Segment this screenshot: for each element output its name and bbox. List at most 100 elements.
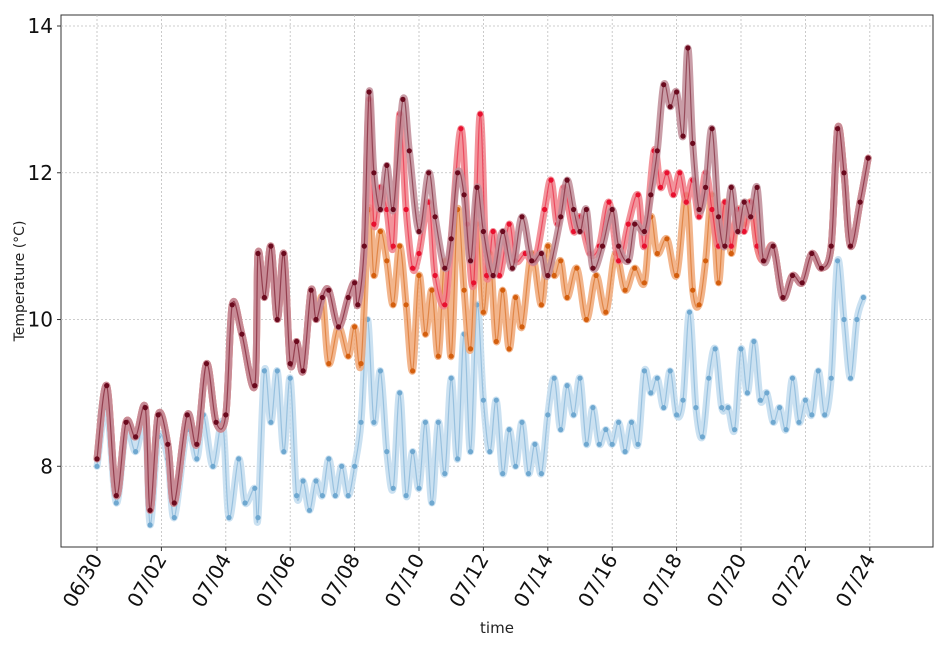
data-point: [632, 221, 638, 227]
data-point: [319, 294, 325, 301]
data-point: [596, 441, 602, 447]
data-point: [509, 265, 515, 271]
data-point: [686, 309, 693, 315]
data-point: [252, 383, 258, 389]
data-point: [545, 272, 551, 279]
data-point: [741, 199, 747, 205]
data-point: [123, 419, 129, 425]
y-tick-labels: 8 10 12 14: [28, 14, 61, 478]
data-point: [94, 456, 100, 462]
data-point: [506, 427, 512, 433]
data-point: [326, 361, 332, 367]
data-point: [728, 243, 734, 249]
data-point: [332, 493, 338, 499]
data-point: [635, 441, 641, 447]
data-point: [551, 375, 557, 381]
data-point: [709, 126, 715, 132]
x-tick-label: 07/06: [251, 550, 301, 612]
data-point: [593, 272, 599, 279]
data-point: [406, 148, 412, 154]
data-point: [722, 243, 728, 249]
data-point: [822, 412, 828, 418]
x-tick-label: 07/04: [187, 550, 237, 612]
data-point: [474, 184, 480, 190]
series-line: [96, 47, 869, 511]
data-point: [690, 287, 696, 293]
data-point: [429, 500, 435, 506]
data-point: [416, 272, 422, 279]
data-point: [770, 419, 776, 425]
data-point: [854, 316, 860, 323]
data-point: [622, 449, 628, 455]
data-point: [635, 192, 641, 198]
data-point: [113, 500, 119, 506]
data-point: [809, 412, 815, 418]
data-point: [715, 214, 722, 220]
data-point: [577, 375, 583, 381]
data-point: [455, 456, 461, 462]
data-point: [442, 471, 448, 477]
data-point: [384, 449, 390, 455]
data-point: [648, 192, 654, 198]
data-point: [616, 243, 622, 249]
y-tick-label: 14: [28, 14, 53, 38]
data-point: [583, 206, 590, 213]
data-point: [294, 493, 300, 499]
data-point: [480, 228, 486, 235]
data-point: [490, 272, 496, 279]
data-point: [268, 419, 274, 425]
data-point: [703, 184, 709, 190]
data-point: [252, 485, 258, 491]
data-point: [226, 515, 232, 521]
data-point: [210, 463, 216, 469]
data-point: [545, 412, 551, 418]
data-point: [680, 397, 686, 403]
data-point: [480, 397, 486, 403]
data-point: [326, 456, 332, 462]
data-point: [397, 390, 403, 396]
data-point: [171, 515, 177, 521]
data-point: [564, 383, 570, 389]
data-point: [764, 390, 770, 396]
x-tick-label: 07/12: [444, 550, 494, 612]
data-point: [841, 316, 847, 323]
data-point: [571, 206, 577, 213]
data-point: [300, 478, 306, 484]
series-layer: [93, 44, 872, 529]
data-point: [371, 272, 377, 279]
data-point: [780, 294, 786, 301]
data-point: [685, 45, 691, 51]
data-point: [590, 405, 596, 411]
data-point: [802, 397, 809, 403]
data-point: [203, 361, 210, 367]
data-point: [371, 170, 377, 176]
data-point: [142, 405, 148, 411]
data-point: [625, 221, 631, 227]
data-point: [484, 272, 490, 279]
data-point: [165, 441, 171, 447]
data-point: [513, 294, 519, 301]
data-point: [693, 405, 699, 411]
data-point: [670, 192, 677, 198]
data-point: [400, 96, 406, 102]
data-point: [789, 272, 796, 279]
data-point: [847, 375, 854, 381]
data-point: [352, 463, 358, 469]
data-point: [432, 214, 438, 220]
data-point: [490, 228, 496, 235]
data-point: [223, 412, 229, 418]
y-axis-label: Temperature (°C): [12, 221, 28, 343]
data-point: [799, 280, 805, 286]
data-point: [274, 316, 280, 323]
data-point: [674, 89, 680, 95]
data-point: [371, 419, 377, 425]
x-tick-label: 07/02: [122, 550, 172, 612]
data-point: [574, 265, 580, 271]
data-point: [571, 228, 577, 235]
data-point: [828, 243, 834, 249]
data-point: [493, 338, 499, 345]
data-point: [796, 419, 802, 425]
data-point: [500, 228, 506, 235]
data-point: [696, 302, 702, 308]
data-point: [628, 419, 635, 425]
